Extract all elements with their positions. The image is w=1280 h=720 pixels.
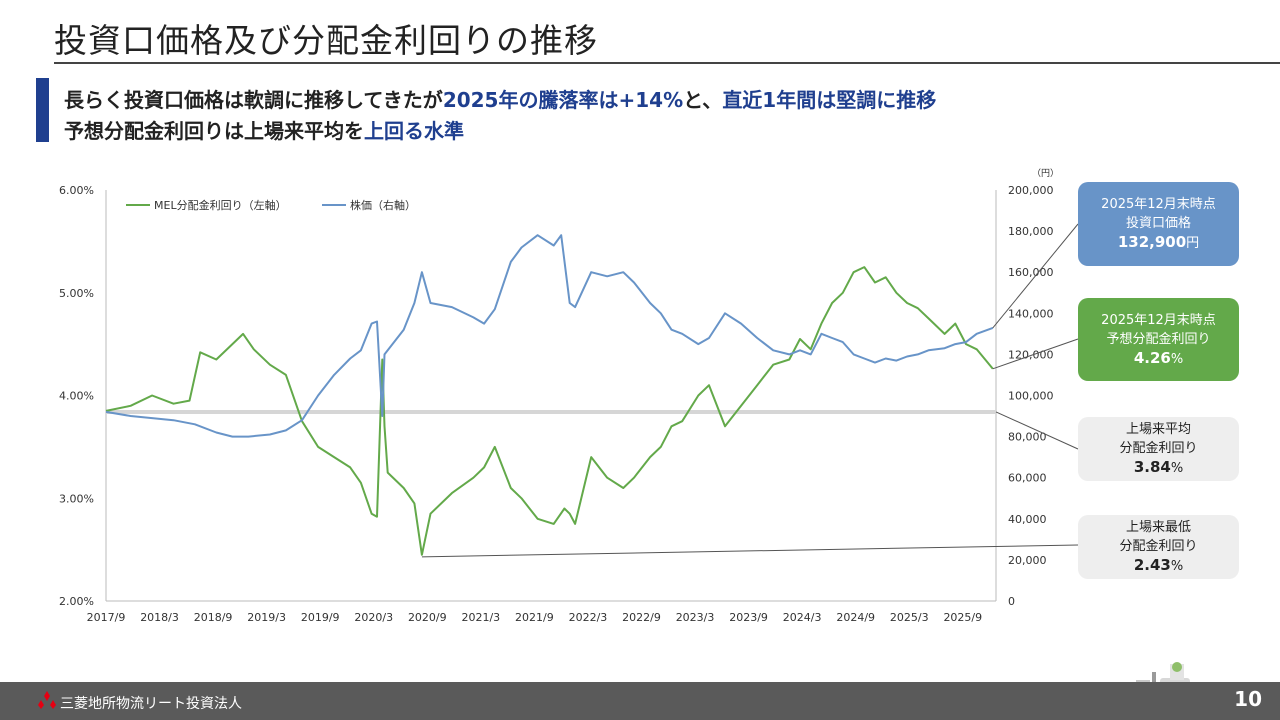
right-tick-label: 160,000: [1008, 266, 1054, 279]
right-tick-label: 40,000: [1008, 513, 1047, 526]
left-tick-label: 3.00%: [59, 492, 94, 505]
right-tick-label: 180,000: [1008, 225, 1054, 238]
left-tick-label: 4.00%: [59, 390, 94, 403]
right-axis-unit: （円）: [1032, 168, 1059, 179]
x-tick-label: 2023/3: [676, 611, 715, 624]
x-tick-label: 2021/3: [461, 611, 500, 624]
right-tick-label: 20,000: [1008, 554, 1047, 567]
page-title: 投資口価格及び分配金利回りの推移: [54, 21, 598, 60]
message-highlight: 上回る水準: [364, 119, 464, 143]
callout-value: 132,900: [1117, 233, 1187, 251]
x-tick-label: 2024/3: [783, 611, 822, 624]
callout-sub: 分配金利回り: [1119, 539, 1198, 554]
callout-sub: 予想分配金利回り: [1106, 331, 1211, 347]
right-tick-label: 100,000: [1008, 390, 1054, 403]
x-tick-label: 2025/3: [890, 611, 929, 624]
leader-average: [995, 411, 1079, 450]
x-tick-label: 2021/9: [515, 611, 554, 624]
legend-yield-label: MEL分配金利回り（左軸）: [154, 198, 287, 212]
price-series-line: [105, 234, 994, 438]
callout-value: 2.43: [1133, 556, 1171, 574]
x-tick-label: 2020/3: [354, 611, 393, 624]
callout-unit: %: [1170, 351, 1184, 367]
legend-price-label: 株価（右軸）: [350, 198, 416, 212]
leader-minimum: [421, 544, 1079, 558]
x-tick-label: 2019/3: [247, 611, 286, 624]
title-divider: [54, 62, 1280, 64]
page-number: 10: [1234, 687, 1262, 711]
leader-yield: [992, 338, 1079, 370]
right-tick-label: 200,000: [1008, 184, 1054, 197]
company-logo-icon: [38, 691, 56, 709]
callout-average: 上場来平均 分配金利回り 3.84%: [1078, 417, 1239, 481]
message-text: 予想分配金利回りは上場来平均を: [64, 119, 364, 143]
company-name: 三菱地所物流リート投資法人: [60, 696, 242, 712]
callout-label: 上場来最低: [1125, 520, 1191, 535]
x-tick-label: 2022/3: [569, 611, 608, 624]
footer: 三菱地所物流リート投資法人 10: [0, 682, 1280, 720]
yield-price-chart: 2.00% 3.00% 4.00% 5.00% 6.00% 0 20,000 40,000 60…: [59, 168, 1079, 624]
callout-label: 2025年12月末時点: [1101, 312, 1216, 328]
x-tick-label: 2019/9: [301, 611, 340, 624]
callout-unit: %: [1170, 559, 1184, 574]
message-line-1: 長らく投資口価格は軟調に推移してきたが2025年の騰落率は+14%と、直近1年間…: [64, 84, 936, 113]
accent-bar: [36, 78, 49, 142]
callout-label: 上場来平均: [1125, 422, 1191, 437]
x-tick-label: 2017/9: [87, 611, 126, 624]
left-tick-label: 2.00%: [59, 595, 94, 608]
yield-series-line: [105, 266, 994, 556]
right-tick-label: 0: [1008, 595, 1015, 608]
right-tick-label: 80,000: [1008, 431, 1047, 444]
callout-yield: 2025年12月末時点 予想分配金利回り 4.26%: [1078, 298, 1239, 381]
message-text: 長らく投資口価格は軟調に推移してきたが: [64, 88, 443, 112]
x-tick-label: 2020/9: [408, 611, 447, 624]
message-highlight: 2025年の騰落率は+14%: [442, 88, 684, 112]
x-tick-label: 2018/9: [194, 611, 233, 624]
left-tick-label: 5.00%: [59, 287, 94, 300]
left-tick-label: 6.00%: [59, 184, 94, 197]
x-tick-label: 2025/9: [943, 611, 982, 624]
callout-unit: 円: [1186, 236, 1200, 251]
callout-sub: 分配金利回り: [1119, 441, 1198, 456]
callout-value: 3.84: [1133, 458, 1171, 476]
callout-unit: %: [1170, 461, 1184, 476]
callout-price: 2025年12月末時点 投資口価格 132,900円: [1078, 182, 1239, 266]
x-tick-label: 2024/9: [836, 611, 875, 624]
callout-sub: 投資口価格: [1125, 216, 1191, 231]
right-tick-label: 140,000: [1008, 307, 1054, 320]
message-text: と、: [683, 88, 723, 112]
message-highlight: 直近1年間は堅調に推移: [722, 88, 937, 112]
leader-price: [992, 223, 1079, 329]
x-tick-label: 2018/3: [140, 611, 179, 624]
x-tick-label: 2023/9: [729, 611, 768, 624]
callout-label: 2025年12月末時点: [1101, 197, 1216, 212]
x-tick-label: 2022/9: [622, 611, 661, 624]
right-tick-label: 60,000: [1008, 472, 1047, 485]
callout-value: 4.26: [1133, 348, 1171, 367]
message-line-2: 予想分配金利回りは上場来平均を上回る水準: [64, 115, 464, 144]
callout-minimum: 上場来最低 分配金利回り 2.43%: [1078, 515, 1239, 579]
